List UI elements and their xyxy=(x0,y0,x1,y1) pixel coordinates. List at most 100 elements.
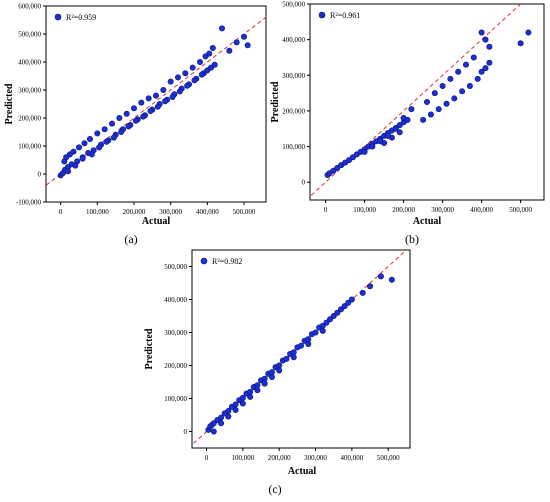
data-point xyxy=(348,296,355,303)
data-point xyxy=(482,65,489,72)
x-tick-label: 500,000 xyxy=(509,206,532,214)
data-point xyxy=(361,148,368,155)
data-point xyxy=(147,108,154,115)
data-point xyxy=(305,336,312,343)
data-point xyxy=(290,349,297,356)
x-axis-ticks: 0 100,000 200,000 300,000 400,000 500,000 xyxy=(324,200,532,214)
y-tick-label: 400,000 xyxy=(18,59,41,67)
data-point xyxy=(305,341,312,348)
y-tick-label: 100,000 xyxy=(164,395,187,403)
data-point xyxy=(330,312,337,319)
data-point xyxy=(439,82,446,89)
data-point xyxy=(101,126,108,133)
x-axis-label: Actual xyxy=(288,466,317,477)
data-point xyxy=(254,382,261,389)
data-point xyxy=(72,162,79,169)
data-point xyxy=(239,400,246,407)
data-point xyxy=(198,71,205,78)
y-tick-label: 500,000 xyxy=(18,31,41,39)
reference-line xyxy=(46,16,266,186)
y-tick-label: 500,000 xyxy=(164,263,187,271)
y-axis-ticks: 0 100,000 200,000 300,000 400,000 500,000 xyxy=(282,1,310,187)
y-axis-ticks: 0 100,000 200,000 300,000 400,000 500,000 xyxy=(164,263,192,436)
data-point xyxy=(125,123,132,130)
data-point xyxy=(131,105,138,112)
x-axis-label: Actual xyxy=(142,216,171,227)
data-point xyxy=(118,129,125,136)
data-point xyxy=(197,58,204,65)
x-tick-label: 500,000 xyxy=(233,208,256,216)
panel-label: (c) xyxy=(268,482,281,496)
legend-marker xyxy=(318,11,326,19)
data-point xyxy=(87,136,94,143)
y-tick-label: 200,000 xyxy=(164,362,187,370)
data-point xyxy=(384,132,391,139)
data-point xyxy=(312,329,319,336)
data-point xyxy=(191,77,198,84)
y-tick-label: 300,000 xyxy=(18,87,41,95)
data-point xyxy=(233,39,240,46)
y-tick-label: 0 xyxy=(302,179,306,187)
data-point xyxy=(94,130,101,137)
data-point xyxy=(470,54,477,61)
y-axis-ticks: -100,000 0 100,000 200,000 300,000 400,000 500… xyxy=(16,3,46,207)
data-point xyxy=(210,420,217,427)
data-point xyxy=(367,283,374,290)
data-point xyxy=(478,68,485,75)
data-point xyxy=(276,367,283,374)
data-point xyxy=(70,148,77,155)
data-point xyxy=(408,106,415,113)
reference-line-diagonal xyxy=(46,16,266,186)
data-point xyxy=(254,387,261,394)
data-point xyxy=(81,140,88,147)
x-axis-label: Actual xyxy=(413,216,442,227)
x-axis-ticks: 0 100,000 200,000 300,000 400,000 500,000 xyxy=(59,202,256,216)
data-point xyxy=(377,138,384,145)
data-point xyxy=(451,95,458,102)
data-point xyxy=(359,289,366,296)
data-point xyxy=(345,299,352,306)
data-point xyxy=(443,100,450,107)
legend-label: R²=0.982 xyxy=(212,257,242,266)
data-point xyxy=(162,98,169,105)
panel-label: (b) xyxy=(405,232,419,246)
data-point xyxy=(219,25,226,32)
data-point xyxy=(455,68,462,75)
x-tick-label: 500,000 xyxy=(377,454,400,462)
data-point xyxy=(116,115,123,122)
scatter-points xyxy=(324,29,532,179)
y-tick-label: 300,000 xyxy=(164,329,187,337)
plot-frame xyxy=(45,5,267,203)
data-point xyxy=(323,319,330,326)
x-tick-label: 200,000 xyxy=(123,208,146,216)
y-tick-label: 600,000 xyxy=(18,3,41,11)
data-point xyxy=(244,42,251,49)
y-tick-label: 100,000 xyxy=(282,143,305,151)
data-point xyxy=(65,168,72,175)
x-tick-label: 0 xyxy=(324,206,328,214)
x-tick-label: 0 xyxy=(205,454,209,462)
legend-marker xyxy=(54,13,62,21)
data-point xyxy=(211,61,218,68)
scatter-points xyxy=(205,273,395,435)
data-point xyxy=(96,144,103,151)
data-point xyxy=(392,125,399,132)
data-point xyxy=(283,355,290,362)
data-point xyxy=(145,95,152,102)
y-axis-label: Predicted xyxy=(144,328,155,369)
data-point xyxy=(268,369,275,376)
data-point xyxy=(225,413,232,420)
data-point xyxy=(388,276,395,283)
data-point xyxy=(209,44,216,51)
legend: R²=0.982 xyxy=(200,257,242,266)
data-point xyxy=(297,342,304,349)
data-point xyxy=(447,75,454,82)
x-tick-label: 400,000 xyxy=(196,208,219,216)
y-tick-label: 100,000 xyxy=(18,143,41,151)
data-point xyxy=(431,90,438,97)
chart-panel-b: 0 100,000 200,000 300,000 400,000 500,000 0 10… xyxy=(270,1,545,246)
y-tick-label: -100,000 xyxy=(16,199,42,207)
data-point xyxy=(427,111,434,118)
data-point xyxy=(459,88,466,95)
